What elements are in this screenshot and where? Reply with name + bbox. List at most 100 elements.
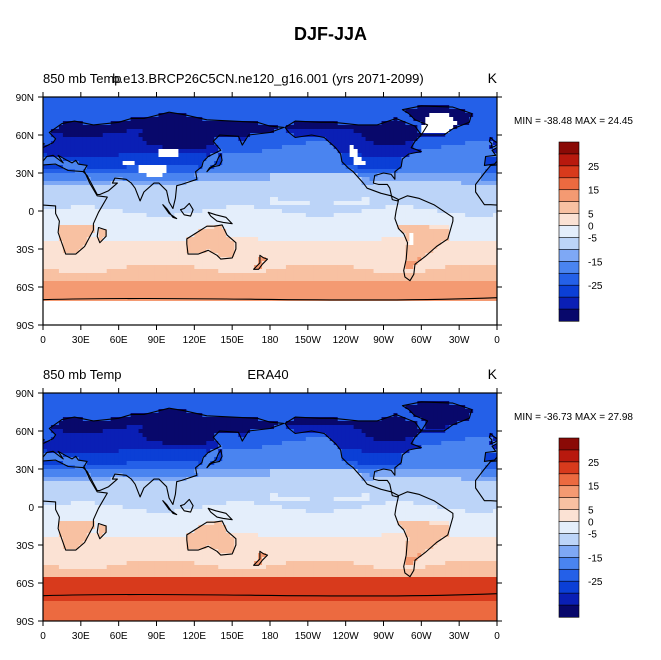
- field-cell: [309, 229, 315, 234]
- field-cell: [190, 161, 195, 166]
- field-cell: [341, 237, 347, 242]
- field-cell: [425, 261, 430, 266]
- field-cell: [465, 173, 470, 178]
- field-cell: [114, 149, 120, 154]
- field-cell: [493, 125, 497, 130]
- field-cell: [254, 117, 259, 122]
- field-cell: [297, 205, 303, 210]
- field-cell: [461, 181, 466, 186]
- field-cell: [118, 121, 124, 126]
- field-cell: [345, 205, 351, 210]
- field-cell: [214, 245, 219, 250]
- field-cell: [321, 253, 327, 258]
- field-cell: [373, 177, 379, 182]
- field-cell: [281, 245, 287, 250]
- field-cell: [162, 257, 167, 262]
- field-cell: [166, 193, 171, 198]
- field-cell: [126, 177, 132, 182]
- field-cell: [174, 197, 179, 202]
- field-cell: [186, 209, 191, 214]
- field-cell: [373, 153, 379, 158]
- field-cell: [353, 185, 359, 190]
- field-cell: [285, 109, 291, 114]
- field-cell: [162, 241, 167, 246]
- field-cell: [102, 137, 108, 142]
- field-cell: [469, 173, 474, 178]
- field-cell: [134, 209, 140, 214]
- field-cell: [254, 237, 259, 242]
- field-cell: [94, 189, 100, 194]
- field-cell: [238, 201, 243, 206]
- field-cell: [190, 97, 195, 102]
- field-cell: [242, 269, 247, 274]
- field-cell: [134, 233, 140, 238]
- field-cell: [333, 197, 339, 202]
- field-cell: [70, 261, 76, 266]
- field-cell: [102, 109, 108, 114]
- field-cell: [317, 121, 323, 126]
- field-cell: [465, 225, 470, 230]
- field-cell: [258, 133, 263, 138]
- field-cell: [106, 149, 112, 154]
- field-cell: [82, 237, 88, 242]
- field-cell: [146, 161, 152, 166]
- field-cell: [266, 249, 271, 254]
- field-cell: [62, 153, 68, 158]
- field-cell: [277, 129, 283, 134]
- field-cell: [70, 125, 76, 130]
- field-cell: [58, 261, 64, 266]
- field-cell: [206, 265, 211, 270]
- field-cell: [429, 161, 434, 166]
- field-cell: [313, 213, 319, 218]
- field-cell: [86, 193, 92, 198]
- field-cell: [114, 213, 120, 218]
- field-cell: [58, 197, 64, 202]
- field-cell: [174, 105, 179, 110]
- field-cell: [337, 149, 343, 154]
- field-cell: [281, 101, 287, 106]
- field-cell: [170, 145, 175, 150]
- field-cell: [266, 257, 271, 262]
- field-cell: [301, 129, 307, 134]
- field-cell: [317, 237, 323, 242]
- field-cell: [445, 149, 450, 154]
- field-cell: [258, 205, 263, 210]
- field-cell: [198, 269, 203, 274]
- field-cell: [114, 261, 120, 266]
- field-cell: [206, 253, 211, 258]
- field-cell: [429, 209, 434, 214]
- field-cell: [405, 177, 410, 182]
- field-cell: [453, 209, 458, 214]
- field-cell: [250, 177, 255, 182]
- field-cell: [385, 105, 390, 110]
- field-cell: [369, 249, 375, 254]
- field-cell: [194, 105, 199, 110]
- field-cell: [74, 101, 80, 106]
- field-cell: [162, 113, 167, 118]
- field-cell: [421, 193, 426, 198]
- field-cell: [58, 109, 64, 114]
- field-cell: [401, 157, 406, 162]
- field-cell: [325, 97, 331, 102]
- field-cell: [43, 261, 48, 266]
- field-cell: [222, 193, 227, 198]
- field-cell: [234, 141, 239, 146]
- field-cell: [174, 129, 179, 134]
- field-cell: [226, 145, 231, 150]
- field-cell: [90, 193, 96, 198]
- field-cell: [349, 213, 355, 218]
- field-cell: [393, 189, 398, 194]
- field-cell: [238, 261, 243, 266]
- field-cell: [102, 169, 108, 174]
- field-cell: [94, 209, 100, 214]
- field-cell: [43, 125, 48, 130]
- field-cell: [118, 253, 124, 258]
- field-cell: [413, 185, 418, 190]
- field-cell: [98, 233, 104, 238]
- field-cell: [289, 201, 295, 206]
- field-cell: [146, 193, 152, 198]
- field-cell: [242, 173, 247, 178]
- field-cell: [266, 261, 271, 266]
- field-cell: [313, 177, 319, 182]
- field-cell: [222, 117, 227, 122]
